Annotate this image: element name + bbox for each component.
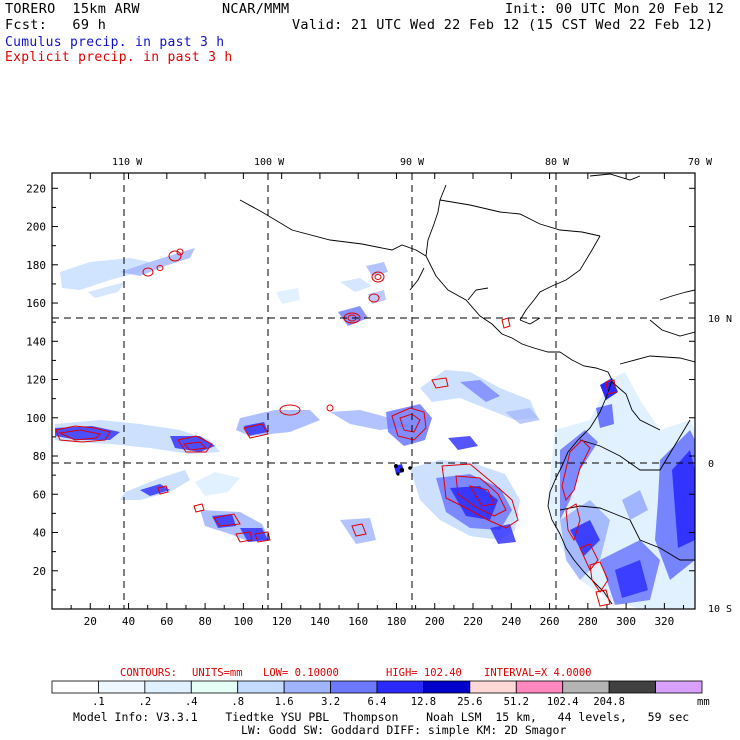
colorbar-labels: .1 .2 .4 .8 1.6 3.2 6.4 12.8 25.6 51.2 102.4 204.8 <box>92 696 625 708</box>
colorbar-swatch <box>330 680 378 694</box>
x-tick-label: 120 <box>272 615 292 628</box>
colorbar-swatch <box>469 680 517 694</box>
galapagos-islands <box>394 464 412 476</box>
contours-label: CONTOURS: <box>120 667 177 679</box>
map-grid <box>52 173 695 609</box>
colorbar-label: .1 <box>92 696 105 708</box>
plot-frame <box>51 172 696 610</box>
lat-label-0: 0 <box>708 459 714 470</box>
model-name: TORERO 15km ARW <box>5 1 140 17</box>
colorbar-label: 102.4 <box>547 696 579 708</box>
init-time: Init: 00 UTC Mon 20 Feb 12 <box>505 1 725 17</box>
y-tick-label: 120 <box>26 374 46 387</box>
colorbar-swatch <box>190 680 239 694</box>
x-tick-label: 140 <box>310 615 330 628</box>
y-tick-label: 60 <box>33 488 46 501</box>
lon-label-90w: 90 W <box>400 157 425 168</box>
lat-label-10s: 10 S <box>708 604 732 615</box>
y-tick-label: 220 <box>26 182 46 195</box>
colorbar-label: 6.4 <box>368 696 387 708</box>
x-tick-label: 80 <box>198 615 211 628</box>
colorbar-swatch <box>423 680 471 694</box>
x-tick-label: 200 <box>425 615 445 628</box>
colorbar-swatch <box>283 680 331 694</box>
x-tick-label: 40 <box>122 615 135 628</box>
colorbar-units: mm <box>697 696 710 708</box>
colorbar-label: .4 <box>185 696 198 708</box>
colorbar-swatch <box>98 680 146 694</box>
y-tick-label: 160 <box>26 297 46 310</box>
footer-model-info: Model Info: V3.3.1 Tiedtke YSU PBL Thomp… <box>73 710 690 724</box>
x-tick-label: 320 <box>654 615 674 628</box>
colorbar-label: .8 <box>231 696 244 708</box>
y-tick-label: 140 <box>26 335 46 348</box>
explicit-precip-contours <box>55 248 617 607</box>
colorbar-swatch <box>562 680 610 694</box>
y-tick-label: 80 <box>33 450 46 463</box>
colorbar-label: 12.8 <box>411 696 436 708</box>
y-axis-ticks: 220 200 180 160 140 120 100 80 60 40 20 <box>26 182 695 591</box>
lon-label-110w: 110 W <box>112 157 143 168</box>
lat-label-10n: 10 N <box>708 314 732 325</box>
longitude-labels: 110 W 100 W 90 W 80 W 70 W <box>112 157 713 168</box>
colorbar-label: .2 <box>139 696 152 708</box>
colorbar-swatch <box>515 680 564 694</box>
field-explicit-label: Explicit precip. in past 3 h <box>5 50 233 65</box>
colorbar-swatch <box>376 680 424 694</box>
y-tick-label: 100 <box>26 412 46 425</box>
coastlines <box>239 173 695 605</box>
x-tick-label: 180 <box>387 615 407 628</box>
x-tick-label: 20 <box>84 615 97 628</box>
colorbar-swatch <box>237 680 285 694</box>
x-tick-label: 60 <box>160 615 173 628</box>
field-cumulus-label: Cumulus precip. in past 3 h <box>5 35 225 50</box>
contours-low: LOW= 0.10000 <box>263 667 339 679</box>
footer-physics-info: LW: Godd SW: Goddard DIFF: simple KM: 2D… <box>241 723 567 737</box>
lon-label-70w: 70 W <box>688 157 713 168</box>
y-tick-label: 20 <box>33 565 46 578</box>
x-tick-label: 160 <box>348 615 368 628</box>
colorbar-label: 51.2 <box>504 696 529 708</box>
y-tick-label: 200 <box>26 221 46 234</box>
valid-time: Valid: 21 UTC Wed 22 Feb 12 (15 CST Wed … <box>292 17 714 33</box>
lon-label-100w: 100 W <box>254 157 285 168</box>
colorbar-label: 204.8 <box>593 696 625 708</box>
colorbar-label: 3.2 <box>321 696 340 708</box>
colorbar-label: 25.6 <box>457 696 482 708</box>
contours-high: HIGH= 102.40 <box>386 667 462 679</box>
organization: NCAR/MMM <box>222 1 290 17</box>
colorbar <box>51 680 703 694</box>
x-tick-label: 100 <box>233 615 253 628</box>
forecast-hour: Fcst: 69 h <box>5 17 107 33</box>
x-tick-label: 260 <box>540 615 560 628</box>
x-axis-ticks: 20 40 60 80 100 120 140 160 180 200 220 240 260 280 30… <box>70 173 685 628</box>
x-tick-label: 300 <box>616 615 636 628</box>
y-tick-label: 180 <box>26 259 46 272</box>
colorbar-swatch <box>655 680 703 694</box>
x-tick-label: 220 <box>463 615 483 628</box>
contours-units: UNITS=mm <box>192 667 243 679</box>
x-tick-label: 280 <box>578 615 598 628</box>
contours-interval: INTERVAL=X 4.0000 <box>484 667 591 679</box>
y-tick-label: 40 <box>33 527 46 540</box>
colorbar-swatch <box>51 680 99 694</box>
colorbar-label: 1.6 <box>275 696 294 708</box>
x-tick-label: 240 <box>501 615 521 628</box>
colorbar-swatch <box>144 680 192 694</box>
colorbar-swatch <box>608 680 656 694</box>
contours-info: CONTOURS: UNITS=mm LOW= 0.10000 HIGH= 10… <box>120 667 591 679</box>
lon-label-80w: 80 W <box>545 157 570 168</box>
latitude-labels: 10 N 0 10 S <box>708 314 732 615</box>
